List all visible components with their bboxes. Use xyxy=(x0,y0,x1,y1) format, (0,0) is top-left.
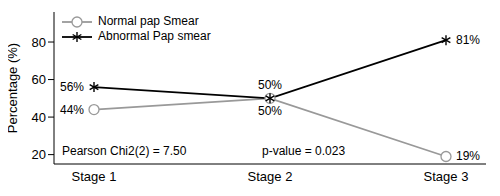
html-text:Abnormal Pap smear: Abnormal Pap smear xyxy=(98,29,211,43)
svg-text:50%: 50% xyxy=(258,78,282,92)
svg-text:40: 40 xyxy=(32,110,46,125)
svg-text:50%: 50% xyxy=(258,104,282,118)
svg-text:Stage 2: Stage 2 xyxy=(248,169,293,184)
svg-text:60: 60 xyxy=(32,72,46,87)
svg-text:44%: 44% xyxy=(60,103,84,117)
svg-text:Stage 3: Stage 3 xyxy=(424,169,469,184)
svg-text:Stage 1: Stage 1 xyxy=(72,169,117,184)
svg-text:Percentage (%): Percentage (%) xyxy=(8,43,20,133)
svg-text:20: 20 xyxy=(32,147,46,162)
svg-text:80: 80 xyxy=(32,35,46,50)
html-text:Pearson Chi2(2) = 7.50: Pearson Chi2(2) = 7.50 xyxy=(62,144,187,158)
html-text:Normal pap Smear: Normal pap Smear xyxy=(98,14,199,28)
svg-text:56%: 56% xyxy=(60,80,84,94)
html-text:p-value = 0.023: p-value = 0.023 xyxy=(262,144,346,158)
svg-text:19%: 19% xyxy=(456,149,480,163)
svg-text:81%: 81% xyxy=(456,33,480,47)
